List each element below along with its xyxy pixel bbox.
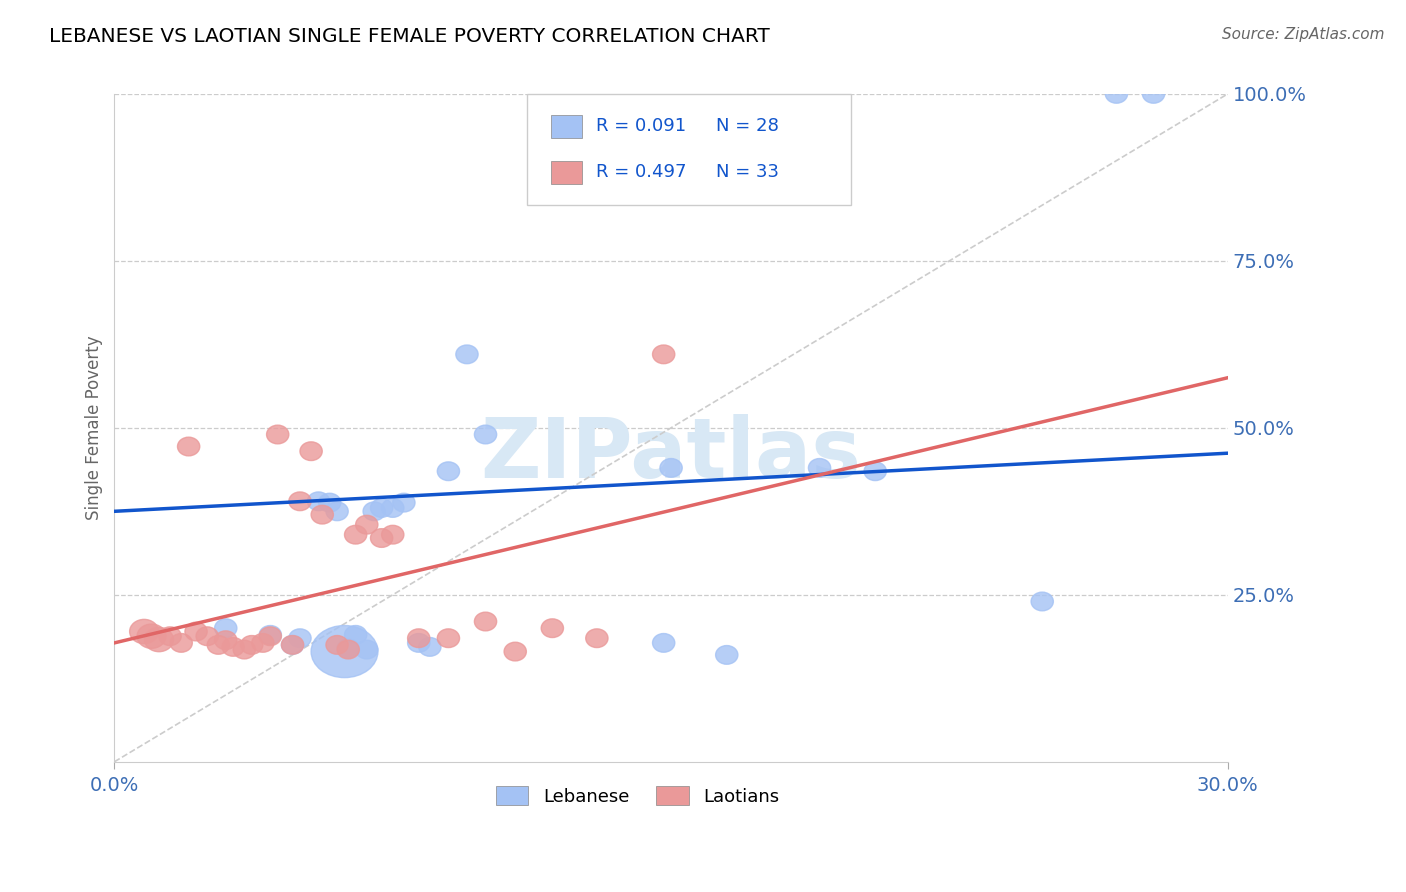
Ellipse shape	[145, 627, 173, 652]
Ellipse shape	[195, 627, 218, 646]
Ellipse shape	[865, 462, 886, 481]
Ellipse shape	[808, 458, 831, 477]
Ellipse shape	[288, 491, 311, 510]
Ellipse shape	[1031, 592, 1053, 611]
Ellipse shape	[371, 529, 392, 548]
Ellipse shape	[1143, 85, 1164, 103]
Ellipse shape	[170, 633, 193, 652]
Ellipse shape	[233, 640, 256, 659]
Ellipse shape	[177, 437, 200, 456]
Ellipse shape	[215, 631, 236, 649]
Legend: Lebanese, Laotians: Lebanese, Laotians	[489, 779, 786, 813]
Ellipse shape	[419, 638, 441, 657]
Ellipse shape	[281, 635, 304, 654]
Text: N = 33: N = 33	[716, 163, 779, 181]
Ellipse shape	[363, 502, 385, 521]
Ellipse shape	[259, 627, 281, 646]
Ellipse shape	[240, 635, 263, 654]
Y-axis label: Single Female Poverty: Single Female Poverty	[86, 335, 103, 520]
Text: ZIPatlas: ZIPatlas	[481, 414, 862, 495]
Text: LEBANESE VS LAOTIAN SINGLE FEMALE POVERTY CORRELATION CHART: LEBANESE VS LAOTIAN SINGLE FEMALE POVERT…	[49, 27, 770, 45]
Ellipse shape	[505, 642, 526, 661]
Text: Source: ZipAtlas.com: Source: ZipAtlas.com	[1222, 27, 1385, 42]
Text: R = 0.091: R = 0.091	[596, 118, 686, 136]
Ellipse shape	[371, 499, 392, 517]
Ellipse shape	[215, 619, 236, 638]
Ellipse shape	[129, 619, 159, 644]
Ellipse shape	[299, 442, 322, 460]
Ellipse shape	[586, 629, 607, 648]
Ellipse shape	[474, 612, 496, 631]
Ellipse shape	[267, 425, 288, 444]
Ellipse shape	[159, 627, 181, 646]
Ellipse shape	[319, 493, 340, 512]
Ellipse shape	[288, 629, 311, 648]
Ellipse shape	[356, 640, 378, 659]
Ellipse shape	[311, 625, 378, 678]
Ellipse shape	[337, 639, 360, 657]
Ellipse shape	[326, 635, 349, 654]
Ellipse shape	[222, 638, 245, 657]
Ellipse shape	[392, 493, 415, 512]
Ellipse shape	[716, 646, 738, 665]
Ellipse shape	[207, 635, 229, 654]
Text: N = 28: N = 28	[716, 118, 779, 136]
Ellipse shape	[474, 425, 496, 444]
Ellipse shape	[337, 640, 360, 659]
Ellipse shape	[344, 625, 367, 644]
Ellipse shape	[344, 525, 367, 544]
Ellipse shape	[659, 458, 682, 477]
Ellipse shape	[311, 505, 333, 524]
Ellipse shape	[381, 525, 404, 544]
Text: R = 0.497: R = 0.497	[596, 163, 686, 181]
Ellipse shape	[281, 635, 304, 654]
Ellipse shape	[541, 619, 564, 638]
Ellipse shape	[326, 502, 349, 521]
Ellipse shape	[437, 462, 460, 481]
Ellipse shape	[381, 499, 404, 517]
Ellipse shape	[437, 629, 460, 648]
Ellipse shape	[356, 516, 378, 534]
Ellipse shape	[186, 623, 207, 640]
Ellipse shape	[252, 633, 274, 652]
Ellipse shape	[136, 624, 166, 648]
Ellipse shape	[456, 345, 478, 364]
Ellipse shape	[408, 633, 430, 652]
Ellipse shape	[652, 633, 675, 652]
Ellipse shape	[1105, 85, 1128, 103]
Ellipse shape	[652, 345, 675, 364]
Ellipse shape	[259, 625, 281, 644]
Ellipse shape	[408, 629, 430, 648]
Ellipse shape	[308, 491, 329, 510]
